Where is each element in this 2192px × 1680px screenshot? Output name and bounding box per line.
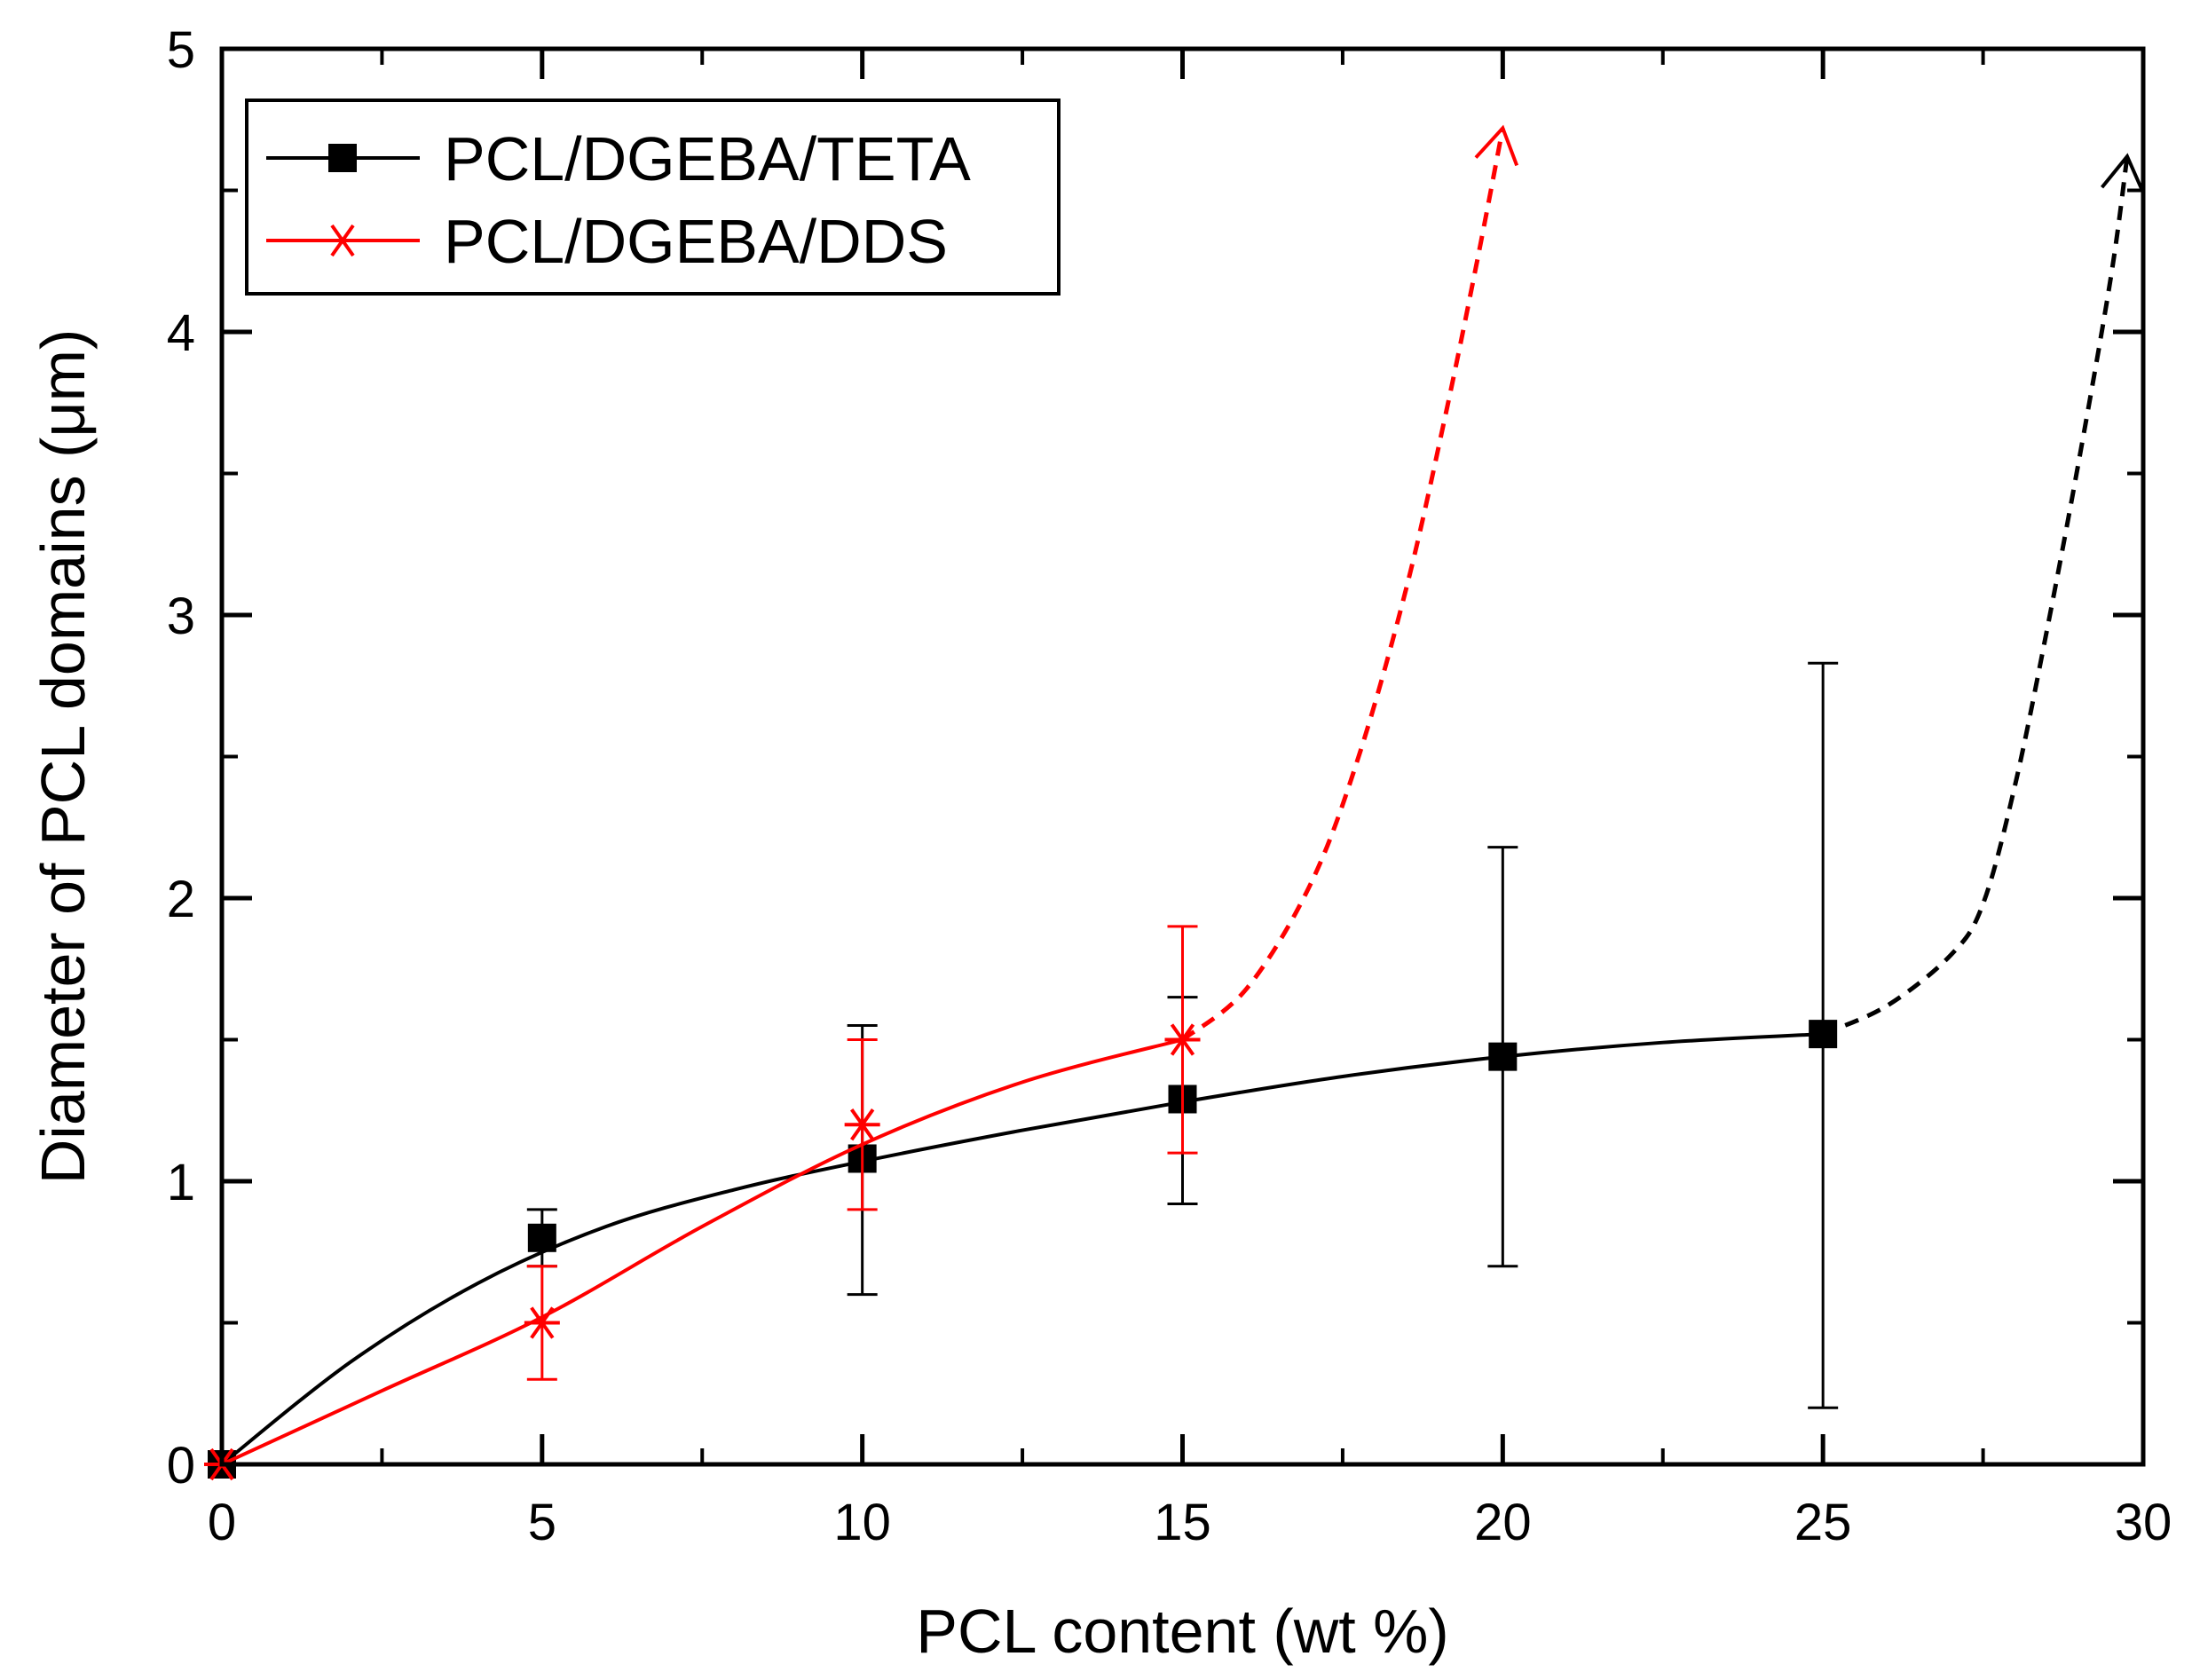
data-point bbox=[844, 1108, 880, 1141]
legend-item: PCL/DGEBA/TETA bbox=[266, 124, 971, 193]
legend-label: PCL/DGEBA/DDS bbox=[444, 207, 948, 276]
data-point bbox=[527, 1223, 556, 1252]
arrow-head bbox=[1474, 124, 1519, 167]
x-axis-ticks: 0 5 10 15 20 25 30 bbox=[208, 49, 2172, 1551]
x-tick-label: 30 bbox=[2115, 1494, 2172, 1551]
legend-box bbox=[245, 99, 1061, 296]
legend-label: PCL/DGEBA/TETA bbox=[444, 124, 971, 193]
y-tick-label: 5 bbox=[167, 21, 195, 79]
series-line bbox=[220, 1032, 1824, 1466]
y-tick-label: 4 bbox=[167, 304, 195, 362]
x-tick-label: 25 bbox=[1794, 1494, 1852, 1551]
y-axis-ticks: 0 1 2 3 4 5 bbox=[167, 21, 2143, 1495]
y-tick-label: 3 bbox=[167, 588, 195, 645]
y-tick-label: 2 bbox=[167, 871, 195, 928]
series-extrapolation bbox=[1180, 127, 1505, 1042]
x-tick-label: 0 bbox=[208, 1494, 236, 1551]
asterisk-stroke bbox=[330, 224, 355, 257]
legend-item: PCL/DGEBA/DDS bbox=[266, 207, 948, 276]
x-tick-label: 10 bbox=[833, 1494, 891, 1551]
data-point bbox=[524, 1306, 560, 1339]
x-tick-label: 15 bbox=[1154, 1494, 1211, 1551]
data-point bbox=[1488, 1042, 1518, 1071]
series-0 bbox=[208, 153, 2145, 1479]
y-tick-label: 0 bbox=[167, 1437, 195, 1495]
series-line bbox=[221, 1037, 1184, 1466]
legend-marker bbox=[328, 144, 357, 172]
data-point bbox=[1164, 1023, 1201, 1056]
arrow-head bbox=[2100, 153, 2145, 194]
plot-frame bbox=[219, 46, 2146, 1467]
x-axis-title: PCL content (wt %) bbox=[916, 1597, 1448, 1666]
asterisk-stroke bbox=[1170, 1023, 1195, 1056]
x-tick-label: 20 bbox=[1474, 1494, 1532, 1551]
asterisk-stroke bbox=[850, 1108, 875, 1141]
asterisk-stroke bbox=[530, 1306, 555, 1339]
legend-marker bbox=[325, 224, 360, 257]
series-extrapolation bbox=[1822, 155, 2130, 1037]
y-axis-title: Diameter of PCL domains (μm) bbox=[28, 329, 98, 1185]
x-tick-label: 5 bbox=[528, 1494, 556, 1551]
y-tick-label: 1 bbox=[167, 1154, 195, 1211]
series-1 bbox=[204, 124, 1519, 1481]
legend: PCL/DGEBA/TETA PCL/DGEBA/DDS bbox=[245, 99, 1061, 296]
series-layer bbox=[204, 124, 2145, 1481]
data-point bbox=[1809, 1020, 1838, 1049]
